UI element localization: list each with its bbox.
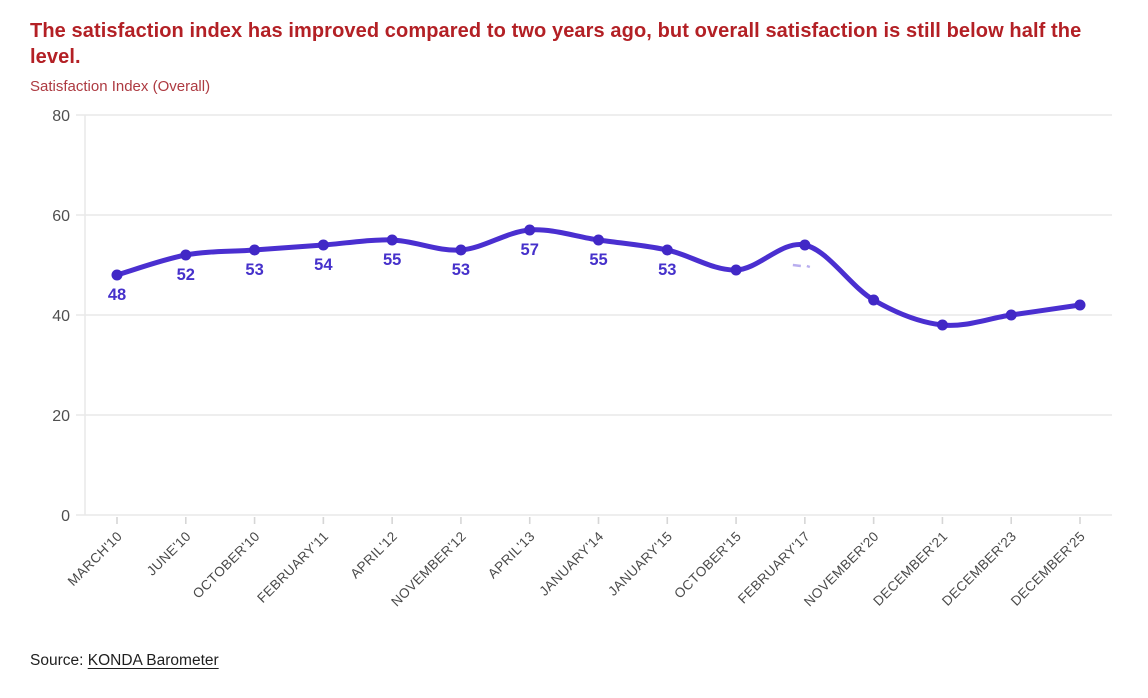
x-axis-category-label: JANUARY'14 — [536, 528, 606, 598]
source-prefix: Source: — [30, 652, 88, 669]
y-axis-tick-label: 20 — [52, 408, 70, 425]
data-point-value-label: 53 — [245, 261, 263, 279]
x-axis-category-label: APRIL'13 — [485, 529, 538, 582]
data-point — [799, 239, 811, 251]
source-link[interactable]: KONDA Barometer — [87, 652, 219, 669]
x-axis-category-label: FEBRUARY'11 — [254, 529, 331, 606]
chart-title: The satisfaction index has improved comp… — [30, 20, 1082, 68]
x-axis-category-label: NOVEMBER'20 — [801, 529, 882, 610]
data-point-value-label: 48 — [108, 286, 126, 304]
source-note: Source: KONDA Barometer — [30, 652, 1118, 670]
x-axis-category-label: OCTOBER'15 — [671, 529, 744, 602]
y-axis-tick-label: 0 — [61, 508, 70, 525]
chart-subtitle: Satisfaction Index (Overall) — [30, 78, 211, 95]
data-point — [1005, 309, 1017, 321]
data-point — [180, 249, 192, 261]
chart-header: The satisfaction index has improved comp… — [30, 18, 1118, 97]
data-point — [661, 244, 673, 256]
erased-label-mark — [806, 264, 811, 269]
data-point — [111, 269, 123, 281]
data-point-value-label: 57 — [521, 241, 539, 259]
satisfaction-line-chart: 0 20 40 60 80 MARCH'10 JUNE'10 OCTOBER'10 FEBRUA… — [0, 97, 1148, 650]
data-point-value-label: 52 — [177, 266, 195, 284]
erased-label-mark — [792, 263, 802, 268]
data-point — [524, 224, 536, 236]
chart-card: The satisfaction index has improved comp… — [0, 18, 1148, 670]
data-point-value-label: 55 — [589, 251, 607, 269]
x-axis-category-label: JUNE'10 — [144, 529, 194, 579]
data-point — [249, 244, 261, 256]
data-point — [868, 294, 880, 306]
data-point-value-label: 54 — [314, 256, 333, 274]
x-axis-category-label: MARCH'10 — [65, 529, 125, 589]
y-axis-tick-label: 60 — [52, 208, 70, 225]
chart-footer: Source: KONDA Barometer — [30, 652, 1118, 670]
x-axis-category-label: DECEMBER'21 — [870, 529, 950, 609]
x-axis-category-label: JANUARY'15 — [605, 529, 675, 599]
x-axis-category-label: OCTOBER'10 — [190, 529, 263, 602]
x-axis-category-label: DECEMBER'23 — [939, 529, 1019, 609]
data-point — [593, 234, 604, 246]
data-point-value-label: 53 — [452, 261, 470, 279]
data-point — [386, 234, 398, 246]
data-point-value-label: 55 — [383, 251, 401, 269]
data-point — [936, 319, 948, 331]
x-axis-category-label: APRIL'12 — [347, 529, 400, 582]
data-point — [455, 244, 467, 256]
x-axis-category-label: NOVEMBER'12 — [388, 529, 469, 610]
data-point — [317, 239, 329, 251]
data-point-value-label: 53 — [658, 261, 676, 279]
x-axis-category-label: DECEMBER'25 — [1008, 529, 1088, 609]
y-axis-tick-label: 80 — [52, 108, 70, 125]
data-point — [1074, 299, 1086, 311]
y-axis-tick-label: 40 — [52, 308, 70, 325]
data-point — [730, 264, 742, 276]
x-axis-category-label: FEBRUARY'17 — [735, 529, 813, 607]
